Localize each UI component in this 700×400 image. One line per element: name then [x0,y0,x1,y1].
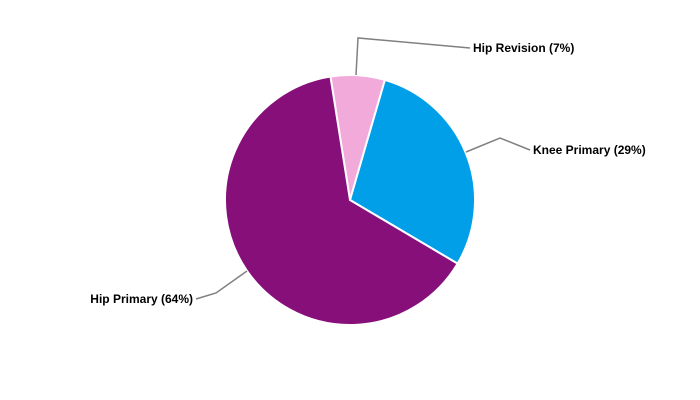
data-label-hip-revision: Hip Revision (7%) [473,41,574,55]
data-label-hip-primary: Hip Primary (64%) [90,292,193,306]
data-label-knee-primary: Knee Primary (29%) [533,143,646,157]
leader-line-knee-primary [465,137,531,153]
pie-slice-hip-primary [224,75,459,326]
leader-line-hip-primary [195,270,248,300]
pie-slices [224,74,476,326]
leader-line-hip-revision [355,37,471,76]
